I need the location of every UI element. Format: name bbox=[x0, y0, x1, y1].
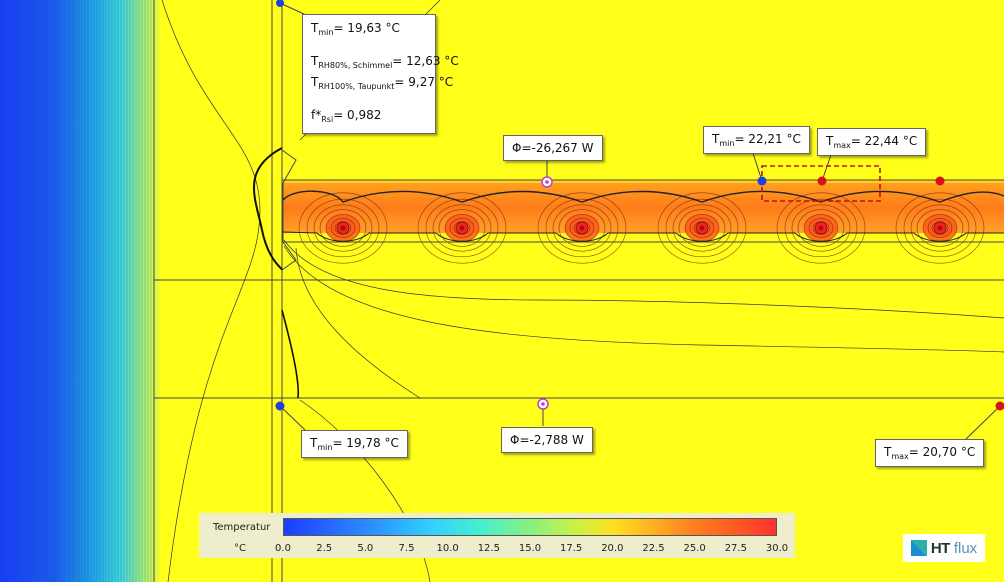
temperature-color-bar bbox=[283, 518, 777, 536]
tmax-probe-marker bbox=[935, 176, 945, 186]
brand-flux: flux bbox=[953, 539, 978, 557]
tmin-callout-surface[interactable]: Tmin= 19,63 °C TRH80%, Schimmel= 12,63 °… bbox=[302, 14, 459, 134]
structure-lines bbox=[153, 0, 1004, 582]
temperature-legend: Temperatur °C 0.0 2.5 5.0 7.5 10.0 12.5 15.0 17… bbox=[199, 513, 795, 558]
probe-markers bbox=[275, 0, 1004, 411]
legend-tick-label: 7.5 bbox=[398, 543, 415, 554]
legend-tick-label: 27.5 bbox=[724, 543, 747, 554]
htflux-logo-icon bbox=[910, 540, 927, 556]
edge-isotherm bbox=[253, 147, 283, 271]
tmin-probe-marker bbox=[276, 0, 284, 7]
rh80-row: TRH80%, Schimmel= 12,63 °C bbox=[311, 54, 459, 70]
tmin-row: Tmin= 19,63 °C bbox=[311, 21, 400, 37]
tmin-callout-lower[interactable]: Tmin= 19,78 °C bbox=[301, 430, 408, 458]
tmax-probe-marker bbox=[995, 401, 1004, 411]
htflux-logo: HT flux bbox=[903, 534, 985, 562]
heat-flux-callout-upper[interactable]: Φ=-26,267 W bbox=[503, 135, 603, 161]
frsi-row: f*Rsi= 0,982 bbox=[311, 108, 382, 124]
tmin-probe-marker bbox=[757, 176, 767, 186]
tmin-probe-marker bbox=[275, 401, 285, 411]
legend-tick-label: 15.0 bbox=[518, 543, 542, 554]
legend-tick-label: 22.5 bbox=[642, 543, 665, 554]
heat-flux-callout-lower[interactable]: Φ=-2,788 W bbox=[501, 427, 593, 453]
tmax-callout-lower[interactable]: Tmax= 20,70 °C bbox=[875, 439, 985, 467]
legend-tick-label: 2.5 bbox=[316, 543, 333, 554]
legend-tick-label: 20.0 bbox=[601, 543, 624, 554]
cold-exterior-zone bbox=[0, 0, 160, 582]
tmin-callout-pipe[interactable]: Tmin= 22,21 °C bbox=[703, 126, 810, 154]
legend-tick-label: 10.0 bbox=[436, 543, 459, 554]
legend-tick-label: 12.5 bbox=[477, 543, 500, 554]
brand-ht: HT bbox=[930, 539, 951, 557]
legend-tick-label: 0.0 bbox=[275, 543, 291, 554]
rh100-row: TRH100%, Taupunkt= 9,27 °C bbox=[311, 75, 454, 91]
legend-tick-label: 17.5 bbox=[560, 543, 583, 554]
legend-tick-label: 30.0 bbox=[765, 543, 789, 554]
tmax-callout-pipe[interactable]: Tmax= 22,44 °C bbox=[817, 128, 927, 156]
legend-unit: °C bbox=[234, 543, 246, 554]
lower-isotherm bbox=[281, 309, 300, 399]
heating-pipes bbox=[336, 221, 947, 235]
legend-tick-label: 25.0 bbox=[683, 543, 706, 554]
tmax-probe-marker bbox=[817, 176, 827, 186]
screed-contour-lines bbox=[282, 190, 1004, 242]
legend-tick-label: 5.0 bbox=[357, 543, 374, 554]
cold-isotherms bbox=[69, 0, 152, 582]
legend-title: Temperatur bbox=[213, 522, 271, 533]
